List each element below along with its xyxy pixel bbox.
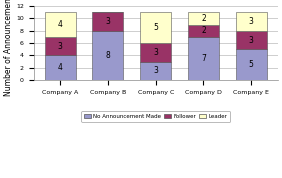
Legend: No Announcement Made, Follower, Leader: No Announcement Made, Follower, Leader: [81, 111, 230, 122]
Text: 8: 8: [105, 51, 110, 60]
Bar: [236, 12, 267, 31]
Bar: [236, 31, 267, 49]
Text: 3: 3: [58, 42, 63, 51]
Bar: [188, 25, 219, 37]
Bar: [45, 12, 76, 37]
Text: 3: 3: [105, 17, 110, 26]
Bar: [45, 56, 76, 80]
Text: 2: 2: [201, 26, 206, 35]
Text: 5: 5: [153, 23, 158, 32]
Bar: [92, 12, 124, 31]
Text: 3: 3: [249, 17, 254, 26]
Bar: [188, 37, 219, 80]
Bar: [92, 31, 124, 80]
Text: 5: 5: [249, 60, 254, 69]
Bar: [45, 37, 76, 56]
Bar: [140, 62, 171, 80]
Bar: [140, 12, 171, 43]
Y-axis label: Number of Announcements: Number of Announcements: [4, 0, 13, 96]
Text: 4: 4: [58, 20, 63, 29]
Text: 7: 7: [201, 54, 206, 63]
Text: 2: 2: [201, 14, 206, 23]
Bar: [236, 49, 267, 80]
Text: 3: 3: [249, 36, 254, 44]
Text: 3: 3: [153, 48, 158, 57]
Bar: [188, 12, 219, 25]
Bar: [140, 43, 171, 62]
Text: 4: 4: [58, 63, 63, 72]
Text: 3: 3: [153, 66, 158, 75]
